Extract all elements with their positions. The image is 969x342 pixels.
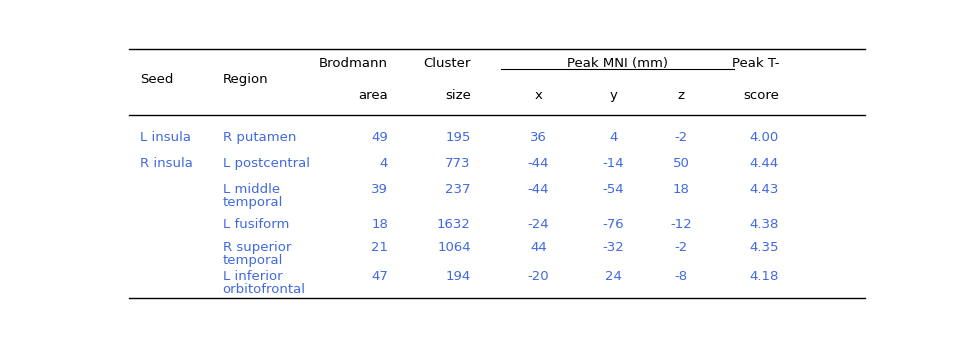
- Text: -2: -2: [674, 241, 687, 254]
- Text: temporal: temporal: [223, 254, 283, 267]
- Text: Peak T-: Peak T-: [731, 57, 778, 70]
- Text: 4.00: 4.00: [749, 131, 778, 144]
- Text: -32: -32: [602, 241, 624, 254]
- Text: 4.43: 4.43: [749, 183, 778, 196]
- Text: 4.38: 4.38: [749, 218, 778, 231]
- Text: y: y: [610, 89, 617, 102]
- Text: 4.44: 4.44: [749, 157, 778, 170]
- Text: -12: -12: [670, 218, 692, 231]
- Text: -8: -8: [674, 270, 687, 283]
- Text: -76: -76: [602, 218, 624, 231]
- Text: 4: 4: [609, 131, 617, 144]
- Text: score: score: [742, 89, 778, 102]
- Text: 773: 773: [445, 157, 470, 170]
- Text: L postcentral: L postcentral: [223, 157, 309, 170]
- Text: -44: -44: [527, 183, 548, 196]
- Text: Cluster: Cluster: [423, 57, 470, 70]
- Text: 49: 49: [371, 131, 388, 144]
- Text: temporal: temporal: [223, 197, 283, 210]
- Text: R superior: R superior: [223, 241, 291, 254]
- Text: -44: -44: [527, 157, 548, 170]
- Text: area: area: [358, 89, 388, 102]
- Text: 24: 24: [605, 270, 621, 283]
- Text: 237: 237: [445, 183, 470, 196]
- Text: 18: 18: [371, 218, 388, 231]
- Text: 47: 47: [371, 270, 388, 283]
- Text: 4: 4: [379, 157, 388, 170]
- Text: R putamen: R putamen: [223, 131, 296, 144]
- Text: 39: 39: [371, 183, 388, 196]
- Text: 194: 194: [445, 270, 470, 283]
- Text: 50: 50: [672, 157, 689, 170]
- Text: 4.35: 4.35: [749, 241, 778, 254]
- Text: L fusiform: L fusiform: [223, 218, 289, 231]
- Text: L middle: L middle: [223, 183, 280, 196]
- Text: -24: -24: [527, 218, 548, 231]
- Text: Seed: Seed: [140, 73, 173, 86]
- Text: L inferior: L inferior: [223, 270, 282, 283]
- Text: Region: Region: [223, 73, 268, 86]
- Text: 195: 195: [445, 131, 470, 144]
- Text: z: z: [677, 89, 684, 102]
- Text: 4.18: 4.18: [749, 270, 778, 283]
- Text: -2: -2: [674, 131, 687, 144]
- Text: 1064: 1064: [437, 241, 470, 254]
- Text: -54: -54: [602, 183, 624, 196]
- Text: 1632: 1632: [436, 218, 470, 231]
- Text: L insula: L insula: [140, 131, 191, 144]
- Text: 44: 44: [529, 241, 547, 254]
- Text: -20: -20: [527, 270, 548, 283]
- Text: orbitofrontal: orbitofrontal: [223, 284, 305, 297]
- Text: size: size: [445, 89, 470, 102]
- Text: R insula: R insula: [140, 157, 193, 170]
- Text: 21: 21: [371, 241, 388, 254]
- Text: 18: 18: [672, 183, 689, 196]
- Text: 36: 36: [529, 131, 547, 144]
- Text: x: x: [534, 89, 542, 102]
- Text: Brodmann: Brodmann: [319, 57, 388, 70]
- Text: -14: -14: [602, 157, 624, 170]
- Text: Peak MNI (mm): Peak MNI (mm): [566, 57, 668, 70]
